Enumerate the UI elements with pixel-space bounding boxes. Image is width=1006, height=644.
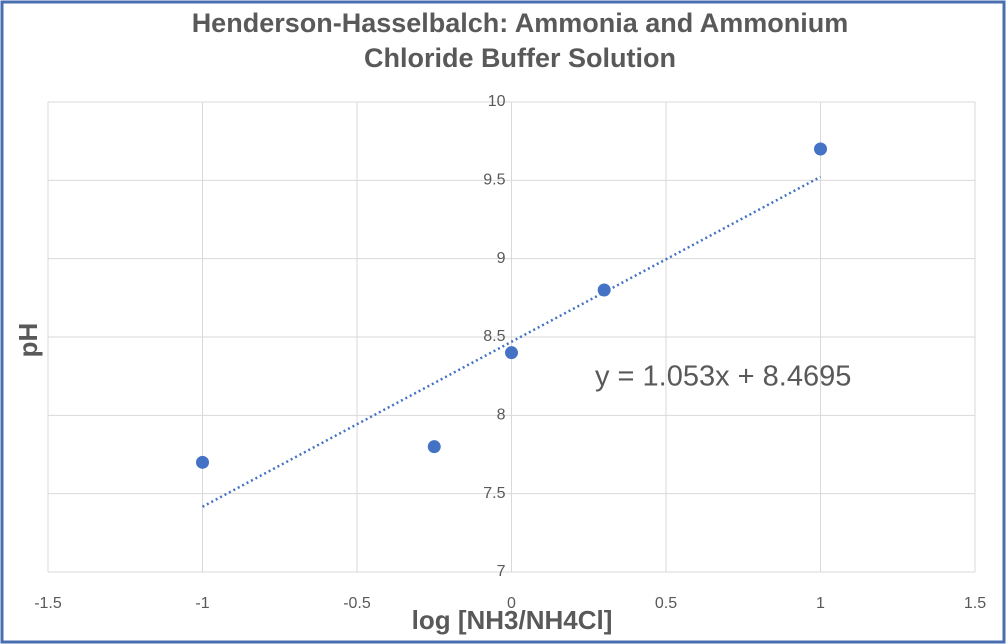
- y-tick-label: 9: [497, 250, 506, 267]
- y-tick-label: 8.5: [483, 328, 505, 345]
- y-tick-label: 8: [497, 407, 506, 424]
- trendline: [201, 175, 822, 508]
- x-tick-label: 1: [816, 595, 825, 612]
- x-axis-title: log [NH3/NH4Cl]: [412, 605, 613, 635]
- chart-title: Henderson-Hasselbalch: Ammonia and Ammon…: [191, 8, 849, 74]
- y-tick-label: 7: [497, 563, 506, 580]
- point: [814, 142, 827, 156]
- y-axis-title: pH: [13, 323, 43, 358]
- x-tick-label: 0: [507, 595, 516, 612]
- trendline-label: y = 1.053x + 8.4695: [595, 361, 851, 393]
- y-tick-label: 9.5: [483, 172, 505, 189]
- x-tick-label: 0.5: [655, 595, 677, 612]
- point: [597, 283, 611, 297]
- x-tick-label: -0.5: [343, 595, 371, 612]
- point: [427, 440, 441, 454]
- point: [505, 346, 518, 360]
- x-tick-label: 1.5: [964, 595, 986, 612]
- x-tick-label: -1: [195, 595, 209, 612]
- y-tick-label: 7.5: [483, 485, 505, 502]
- x-tick-label: -1.5: [34, 595, 62, 612]
- point: [196, 455, 209, 469]
- y-tick-label: 10: [488, 93, 506, 110]
